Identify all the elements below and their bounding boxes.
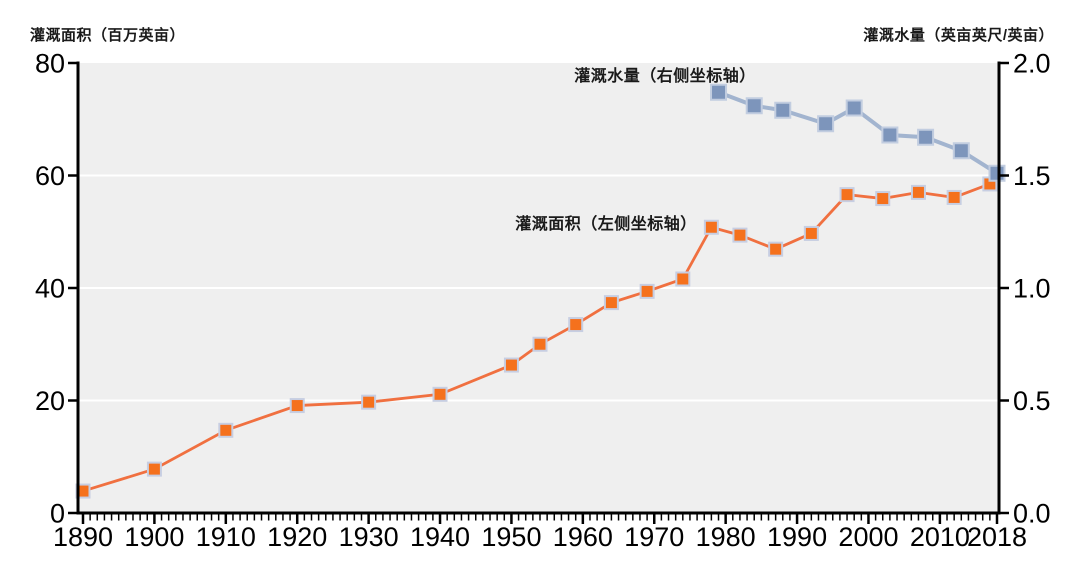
data-point-marker-irrigated-area [675, 271, 691, 287]
data-point-marker-irrigated-area [503, 357, 519, 373]
data-point-marker-water-applied [774, 101, 792, 119]
data-point-marker-water-applied [881, 126, 899, 144]
left-axis-title: 灌溉面积（百万英亩） [30, 27, 186, 44]
data-point-marker-water-applied [710, 83, 728, 101]
data-point-marker-irrigated-area [639, 283, 655, 299]
data-point-marker-water-applied [917, 128, 935, 146]
right-axis-tick-label: 2.0 [1013, 49, 1051, 79]
x-axis-tick-label: 1900 [124, 522, 184, 552]
data-point-marker-irrigated-area [839, 187, 855, 203]
x-axis-tick-label: 1930 [339, 522, 399, 552]
x-axis-tick-label: 1970 [624, 522, 684, 552]
x-axis-tick-label: 1920 [267, 522, 327, 552]
series-label-irrigated-area: 灌溉面积（左侧坐标轴） [515, 216, 697, 233]
data-point-marker-water-applied [988, 164, 1006, 182]
data-point-marker-irrigated-area [875, 191, 891, 207]
right-axis-tick-label: 0.0 [1013, 499, 1051, 529]
data-point-marker-irrigated-area [218, 422, 234, 438]
series-label-water-applied: 灌溉水量（右侧坐标轴） [574, 68, 756, 85]
data-point-marker-irrigated-area [568, 317, 584, 333]
x-axis-tick-label: 2018 [967, 522, 1027, 552]
left-axis-tick-label: 40 [35, 274, 65, 304]
data-point-marker-irrigated-area [768, 241, 784, 257]
data-point-marker-water-applied [952, 142, 970, 160]
x-axis-tick-label: 1910 [196, 522, 256, 552]
x-axis-tick-label: 2010 [910, 522, 970, 552]
data-point-marker-irrigated-area [432, 386, 448, 402]
right-axis-tick-label: 1.5 [1013, 161, 1051, 191]
data-point-marker-irrigated-area [289, 398, 305, 414]
right-axis-tick-label: 0.5 [1013, 386, 1051, 416]
right-axis-title: 灌溉水量（英亩英尺/英亩） [863, 27, 1054, 44]
data-point-marker-irrigated-area [532, 336, 548, 352]
left-axis-tick-label: 20 [35, 386, 65, 416]
x-axis-tick-label: 1980 [696, 522, 756, 552]
left-axis-tick-label: 80 [35, 49, 65, 79]
left-axis-tick-label: 60 [35, 161, 65, 191]
data-point-marker-irrigated-area [361, 394, 377, 410]
data-point-marker-water-applied [745, 97, 763, 115]
left-axis-tick-label: 0 [50, 499, 65, 529]
data-point-marker-water-applied [817, 115, 835, 133]
data-point-marker-irrigated-area [732, 227, 748, 243]
x-axis-tick-label: 1960 [553, 522, 613, 552]
data-point-marker-irrigated-area [603, 295, 619, 311]
x-axis-tick-label: 1950 [481, 522, 541, 552]
data-point-marker-irrigated-area [703, 219, 719, 235]
data-point-marker-irrigated-area [803, 225, 819, 241]
data-point-marker-irrigated-area [946, 189, 962, 205]
x-axis-tick-label: 1940 [410, 522, 470, 552]
data-point-marker-irrigated-area [910, 184, 926, 200]
data-point-marker-irrigated-area [146, 461, 162, 477]
x-axis-tick-label: 1990 [767, 522, 827, 552]
data-point-marker-water-applied [845, 99, 863, 117]
x-axis-tick-label: 2000 [838, 522, 898, 552]
right-axis-tick-label: 1.0 [1013, 274, 1051, 304]
x-axis-tick-label: 1890 [53, 522, 113, 552]
